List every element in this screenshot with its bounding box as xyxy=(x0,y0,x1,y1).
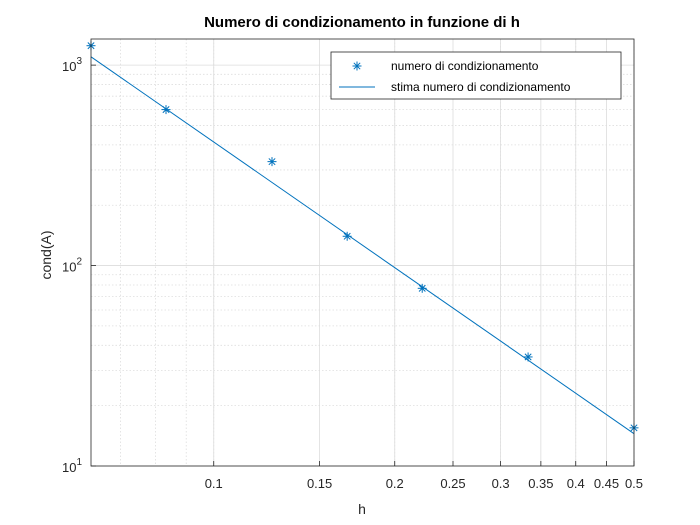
x-tick-label: 0.2 xyxy=(386,476,404,491)
y-tick-label: 101 xyxy=(62,457,82,475)
legend-box xyxy=(330,51,622,100)
data-series xyxy=(86,41,639,435)
x-tick-label: 0.15 xyxy=(307,476,332,491)
x-tick-label: 0.45 xyxy=(594,476,619,491)
legend: numero di condizionamento stima numero d… xyxy=(330,51,622,100)
y-tick-label: 102 xyxy=(62,257,82,275)
asterisk-stroke xyxy=(353,62,361,70)
data-point-marker xyxy=(267,157,277,167)
y-tick-label: 103 xyxy=(62,56,82,74)
x-axis-label: h xyxy=(358,501,366,517)
chart-title: Numero di condizionamento in funzione di… xyxy=(204,14,520,31)
asterisk-stroke xyxy=(268,158,276,166)
legend-entry-line: stima numero di condizionamento xyxy=(391,80,571,94)
x-tick-label: 0.5 xyxy=(625,476,643,491)
legend-asterisk xyxy=(352,61,362,71)
data-point-marker xyxy=(417,283,427,293)
x-tick-label: 0.1 xyxy=(205,476,223,491)
axis-ticks: 0.1 0.15 0.2 0.25 0.3 0.35 0.4 0.45 0.5 101 102 103 xyxy=(62,56,643,491)
asterisk-stroke xyxy=(162,106,170,114)
y-axis-label: cond(A) xyxy=(38,230,54,279)
estimate-line xyxy=(90,56,635,435)
asterisk-stroke xyxy=(343,232,351,240)
x-tick-label: 0.25 xyxy=(440,476,465,491)
asterisk-stroke xyxy=(524,353,532,361)
x-tick-label: 0.35 xyxy=(528,476,553,491)
plot-area xyxy=(91,39,634,466)
data-point-marker xyxy=(523,352,533,362)
x-tick-label: 0.4 xyxy=(567,476,585,491)
asterisk-stroke xyxy=(418,284,426,292)
x-tick-label: 0.3 xyxy=(492,476,510,491)
legend-entry-markers: numero di condizionamento xyxy=(391,59,539,73)
data-point-marker xyxy=(342,231,352,241)
data-point-marker xyxy=(161,105,171,115)
legend-marker-asterisk xyxy=(352,61,362,71)
axes-box xyxy=(90,38,635,467)
